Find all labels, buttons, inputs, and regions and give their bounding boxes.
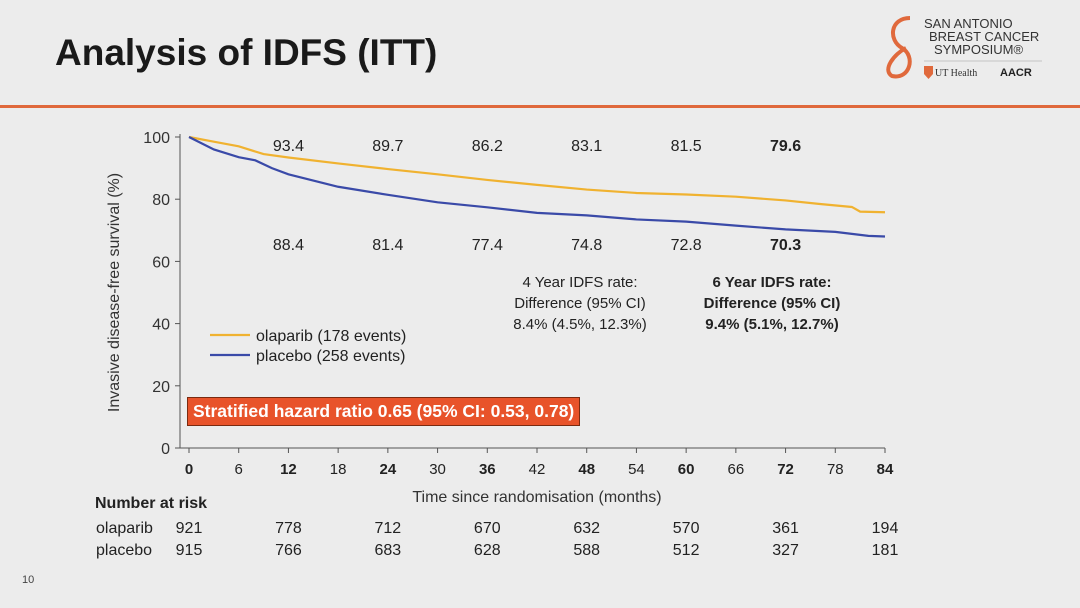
sabcs-logo: SAN ANTONIO BREAST CANCER SYMPOSIUM® UT …	[886, 16, 1042, 79]
risk-value: 632	[573, 520, 600, 537]
six-year-line: 6 Year IDFS rate:	[712, 274, 832, 291]
risk-value: 628	[474, 542, 501, 559]
x-tick-label: 18	[330, 461, 347, 478]
y-tick-label: 60	[152, 254, 170, 271]
data-label: 88.4	[273, 237, 304, 254]
survival-curve-placebo	[188, 136, 886, 238]
risk-value: 766	[275, 542, 302, 559]
svg-text:AACR: AACR	[1000, 67, 1032, 79]
y-axis-label: Invasive disease-free survival (%)	[106, 173, 123, 412]
x-tick-label: 42	[529, 461, 546, 478]
six-year-note: 6 Year IDFS rate: Difference (95% CI) 9.…	[672, 272, 872, 335]
data-label: 89.7	[372, 138, 403, 155]
risk-value: 670	[474, 520, 501, 537]
risk-value: 512	[673, 542, 700, 559]
title-divider	[0, 105, 1080, 108]
x-tick-label: 72	[777, 461, 794, 478]
x-tick-label: 12	[280, 461, 297, 478]
risk-value: 915	[176, 542, 203, 559]
four-year-line: 8.4% (4.5%, 12.3%)	[513, 316, 647, 333]
risk-value: 361	[772, 520, 799, 537]
four-year-note: 4 Year IDFS rate: Difference (95% CI) 8.…	[480, 272, 680, 335]
data-label: 79.6	[770, 138, 801, 155]
data-label: 81.5	[671, 138, 702, 155]
x-tick-label: 60	[678, 461, 695, 478]
x-tick-label: 54	[628, 461, 645, 478]
data-label: 74.8	[571, 237, 602, 254]
hazard-ratio-box: Stratified hazard ratio 0.65 (95% CI: 0.…	[187, 397, 581, 426]
slide-number: 10	[22, 574, 35, 586]
four-year-line: Difference (95% CI)	[514, 295, 646, 312]
risk-row-label: placebo	[96, 542, 152, 559]
six-year-line: Difference (95% CI)	[703, 295, 841, 312]
x-axis-label: Time since randomisation (months)	[412, 489, 661, 506]
x-tick-label: 66	[728, 461, 745, 478]
risk-value: 778	[275, 520, 302, 537]
x-tick-label: 78	[827, 461, 844, 478]
x-tick-label: 30	[429, 461, 446, 478]
risk-value: 570	[673, 520, 700, 537]
x-tick-label: 36	[479, 461, 496, 478]
legend-label: placebo (258 events)	[256, 348, 405, 365]
slide-title: Analysis of IDFS (ITT)	[55, 32, 438, 73]
svg-text:BREAST CANCER: BREAST CANCER	[929, 29, 1039, 44]
risk-value: 327	[772, 542, 799, 559]
risk-value: 712	[375, 520, 402, 537]
x-tick-label: 0	[185, 461, 193, 478]
y-tick-label: 0	[161, 441, 170, 458]
risk-value: 683	[375, 542, 402, 559]
survival-curve-olaparib	[188, 135, 886, 214]
risk-value: 588	[573, 542, 600, 559]
risk-value: 194	[872, 520, 899, 537]
data-label: 81.4	[372, 237, 403, 254]
x-tick-label: 48	[578, 461, 595, 478]
risk-row-label: olaparib	[96, 520, 153, 537]
x-tick-label: 84	[877, 461, 894, 478]
svg-text:UT Health: UT Health	[935, 68, 977, 79]
data-label: 93.4	[273, 138, 304, 155]
risk-value: 181	[872, 542, 899, 559]
y-tick-label: 80	[152, 192, 170, 209]
number-at-risk-title: Number at risk	[95, 495, 208, 512]
legend-label: olaparib (178 events)	[256, 328, 406, 345]
data-label: 72.8	[671, 237, 702, 254]
svg-text:SYMPOSIUM®: SYMPOSIUM®	[934, 42, 1023, 57]
risk-value: 921	[176, 520, 203, 537]
six-year-line: 9.4% (5.1%, 12.7%)	[705, 316, 839, 333]
x-tick-label: 24	[380, 461, 397, 478]
data-label: 70.3	[770, 237, 801, 254]
x-tick-label: 6	[235, 461, 243, 478]
data-label: 83.1	[571, 138, 602, 155]
data-label: 77.4	[472, 237, 503, 254]
four-year-line: 4 Year IDFS rate:	[522, 274, 638, 291]
y-tick-label: 20	[152, 379, 170, 396]
data-label: 86.2	[472, 138, 503, 155]
y-tick-label: 40	[152, 317, 170, 334]
y-tick-label: 100	[143, 130, 170, 147]
svg-text:SAN ANTONIO: SAN ANTONIO	[924, 16, 1013, 31]
